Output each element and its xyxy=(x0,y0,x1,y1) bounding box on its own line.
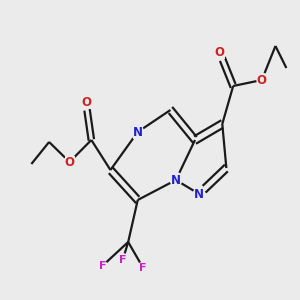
Text: N: N xyxy=(133,125,143,139)
Text: F: F xyxy=(140,263,147,273)
Text: F: F xyxy=(98,261,106,271)
Text: O: O xyxy=(257,74,267,86)
Text: N: N xyxy=(194,188,204,200)
Text: F: F xyxy=(119,255,127,265)
Text: O: O xyxy=(64,155,74,169)
Text: O: O xyxy=(81,95,91,109)
Text: O: O xyxy=(214,46,224,59)
Text: N: N xyxy=(171,173,181,187)
